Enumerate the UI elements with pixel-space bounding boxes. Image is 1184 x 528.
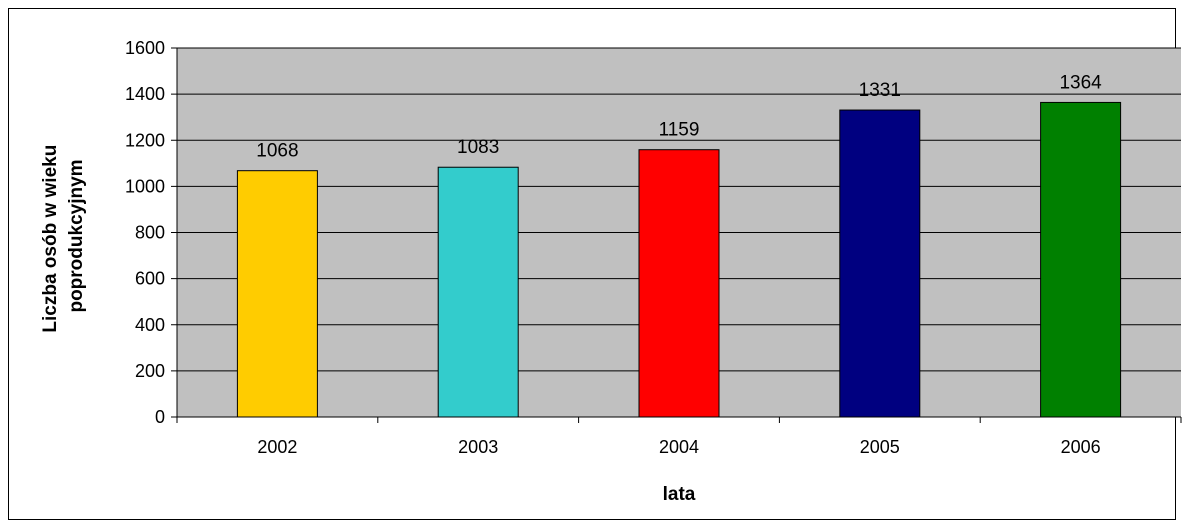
data-label-2006: 1364 bbox=[1059, 72, 1102, 93]
y-axis-title: Liczba osób w wieku poprodukcyjnym bbox=[40, 139, 87, 332]
bar-2004 bbox=[638, 149, 720, 418]
y-tick-label: 200 bbox=[135, 361, 165, 381]
x-tick-label-2005: 2005 bbox=[860, 437, 900, 457]
y-axis-title-line-1: Liczba osób w wieku bbox=[40, 145, 61, 333]
y-axis-title-line-2: poprodukcyjnym bbox=[66, 159, 87, 312]
y-tick-label: 1400 bbox=[125, 84, 165, 104]
y-tick-label: 0 bbox=[155, 407, 165, 427]
y-tick-label: 400 bbox=[135, 315, 165, 335]
y-axis-ticks: 0 200 400 600 800 1000 1200 1400 1600 bbox=[125, 38, 177, 427]
x-tick-label-2006: 2006 bbox=[1061, 437, 1101, 457]
x-tick-label-2002: 2002 bbox=[257, 437, 297, 457]
data-label-2002: 1068 bbox=[256, 141, 298, 162]
bar-2005 bbox=[839, 109, 921, 418]
y-tick-label: 800 bbox=[135, 223, 165, 243]
data-label-2004: 1159 bbox=[659, 120, 700, 141]
x-axis-ticks: 2002 2003 2004 2005 2006 bbox=[176, 417, 1182, 457]
data-label-2003: 1083 bbox=[457, 137, 499, 158]
y-tick-label: 600 bbox=[135, 269, 165, 289]
y-tick-label: 1000 bbox=[125, 176, 165, 196]
y-tick-label: 1200 bbox=[125, 130, 165, 150]
bars bbox=[236, 101, 1122, 418]
y-tick-label: 1600 bbox=[125, 38, 165, 58]
bar-2006 bbox=[1040, 101, 1122, 418]
data-label-2005: 1331 bbox=[859, 80, 901, 101]
x-tick-label-2003: 2003 bbox=[458, 437, 498, 457]
x-axis-title: lata bbox=[663, 484, 696, 505]
x-tick-label-2004: 2004 bbox=[659, 437, 699, 457]
bar-2002 bbox=[236, 170, 318, 418]
bar-2003 bbox=[437, 166, 519, 418]
data-labels: 1068 1083 1159 1331 1364 bbox=[256, 72, 1102, 161]
